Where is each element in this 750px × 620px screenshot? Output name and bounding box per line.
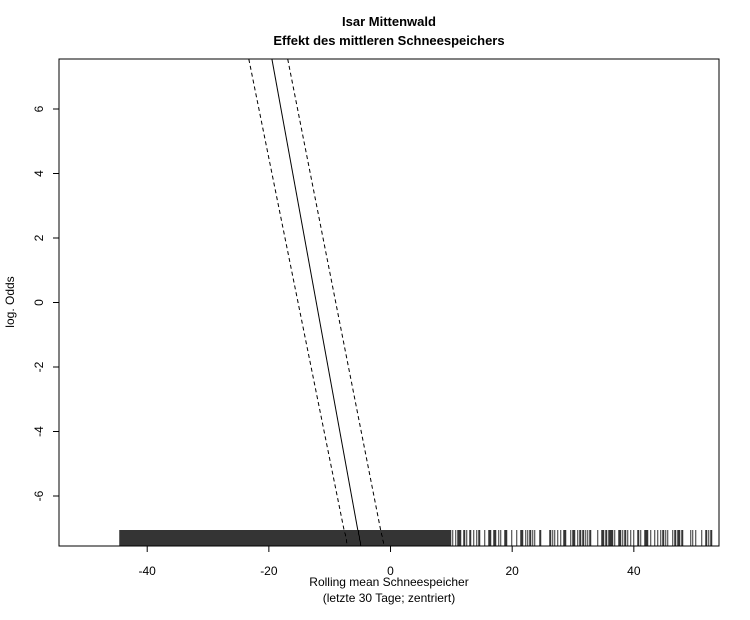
x-tick-label: 20	[506, 564, 520, 578]
series-lines	[248, 58, 385, 547]
y-axis-label: log. Odds	[3, 276, 17, 327]
x-axis: -40 -20 0 20 40	[139, 546, 641, 578]
y-axis: -6 -4 -2 0 2 4 6	[32, 105, 59, 501]
y-tick-label: 2	[32, 234, 46, 241]
rug-marks	[119, 530, 713, 546]
y-tick-label: -2	[32, 361, 46, 372]
y-tick-label: -6	[32, 490, 46, 501]
y-tick-label: -4	[32, 426, 46, 437]
chart-subtitle: Effekt des mittleren Schneespeichers	[273, 33, 504, 48]
x-tick-label: -20	[260, 564, 278, 578]
chart-title: Isar Mittenwald	[342, 14, 436, 29]
x-tick-label: -40	[139, 564, 157, 578]
plot-frame	[58, 58, 720, 547]
x-tick-label: 0	[387, 564, 394, 578]
y-tick-label: 0	[32, 299, 46, 306]
series-upper-line	[287, 58, 385, 547]
y-tick-label: 6	[32, 105, 46, 112]
y-tick-label: 4	[32, 170, 46, 177]
x-axis-sublabel: (letzte 30 Tage; zentriert)	[323, 591, 456, 605]
x-axis-label: Rolling mean Schneespeicher	[309, 575, 468, 589]
series-fit-line	[271, 58, 362, 547]
series-lower-line	[248, 58, 348, 547]
rug-ticks	[119, 530, 713, 546]
x-tick-label: 40	[627, 564, 641, 578]
